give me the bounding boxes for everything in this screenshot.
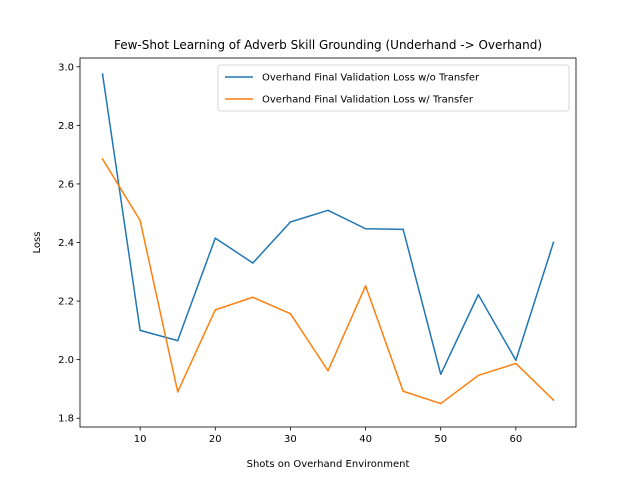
data-point bbox=[552, 399, 555, 401]
x-tick-label: 50 bbox=[434, 434, 447, 445]
data-point bbox=[327, 370, 329, 372]
y-tick-label: 2.0 bbox=[58, 355, 74, 366]
y-tick-label: 2.2 bbox=[58, 297, 74, 308]
data-point bbox=[101, 73, 104, 75]
data-point bbox=[439, 373, 442, 376]
series-line-2 bbox=[101, 158, 555, 405]
plot-area bbox=[101, 73, 555, 405]
data-point bbox=[289, 312, 292, 315]
chart-title: Few-Shot Learning of Adverb Skill Ground… bbox=[114, 38, 542, 52]
x-tick-label: 40 bbox=[359, 434, 372, 445]
y-tick-label: 2.8 bbox=[58, 121, 74, 132]
data-point bbox=[252, 262, 254, 264]
y-tick-label: 2.4 bbox=[58, 238, 74, 249]
data-point bbox=[176, 391, 179, 393]
x-tick-label: 20 bbox=[209, 434, 222, 445]
y-axis-label: Loss bbox=[32, 232, 43, 254]
y-tick-label: 1.8 bbox=[58, 414, 74, 425]
data-point bbox=[139, 329, 141, 332]
y-axis: 1.8 2.0 2.2 2.4 2.6 2.8 3.0 bbox=[58, 62, 80, 425]
legend-label-1: Overhand Final Validation Loss w/o Trans… bbox=[262, 73, 480, 84]
data-point bbox=[289, 221, 292, 223]
data-point bbox=[364, 227, 367, 230]
data-point bbox=[477, 293, 480, 296]
data-point bbox=[214, 237, 217, 239]
series-line-1 bbox=[101, 73, 555, 376]
legend-label-2: Overhand Final Validation Loss w/ Transf… bbox=[262, 95, 474, 106]
data-point bbox=[364, 285, 367, 287]
data-point bbox=[515, 359, 517, 361]
data-point bbox=[515, 362, 517, 365]
legend-box bbox=[217, 64, 570, 112]
data-point bbox=[176, 339, 179, 342]
data-point bbox=[252, 296, 254, 299]
plot-frame bbox=[79, 57, 577, 428]
data-point bbox=[439, 402, 442, 405]
data-point bbox=[477, 374, 480, 377]
data-point bbox=[402, 390, 404, 393]
data-point bbox=[101, 158, 104, 160]
x-tick-label: 10 bbox=[134, 434, 147, 445]
y-tick-label: 3.0 bbox=[58, 62, 74, 73]
x-tick-label: 30 bbox=[284, 434, 297, 445]
data-point bbox=[552, 241, 555, 244]
data-point bbox=[327, 209, 329, 212]
y-tick-label: 2.6 bbox=[58, 179, 74, 190]
x-axis: 10 20 30 40 50 60 bbox=[134, 427, 522, 445]
x-tick-label: 60 bbox=[510, 434, 523, 445]
data-point bbox=[214, 309, 217, 311]
data-point bbox=[402, 228, 404, 231]
data-point bbox=[139, 219, 141, 222]
x-axis-label: Shots on Overhand Environment bbox=[247, 459, 410, 470]
legend: Overhand Final Validation Loss w/o Trans… bbox=[217, 64, 570, 112]
